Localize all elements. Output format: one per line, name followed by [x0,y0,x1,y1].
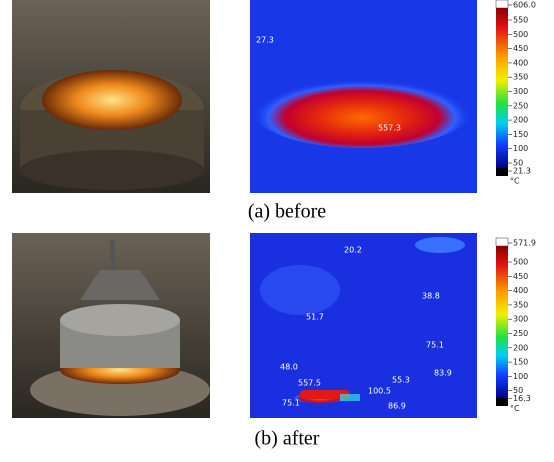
thermal-after: 20.2 38.8 51.7 75.1 48.0 55.3 83.9 100.5… [250,233,477,418]
annotation: 100.5 [368,387,391,396]
colorbar-label: 350 [513,300,528,309]
colorbar-unit: °C [510,177,520,186]
colorbar-label: 300 [513,87,528,96]
caption: (b) after [255,428,320,450]
colorbar-label: 150 [513,130,528,139]
annotation: 75.1 [426,341,444,350]
photo-before [12,0,210,193]
annotation: 86.9 [388,402,406,411]
colorbar-label: 150 [513,358,528,367]
colorbar-label: 100 [513,372,528,381]
annotation: 51.7 [306,313,324,322]
annotation: 557.5 [298,379,321,388]
colorbar-unit: °C [510,404,520,413]
annotation: 557.3 [378,124,401,133]
colorbar-label: 200 [513,116,528,125]
annotation: 38.8 [422,292,440,301]
colorbar-label: 571.9 [513,239,536,248]
colorbar-label: 300 [513,315,528,324]
annotation: 20.2 [344,246,362,255]
colorbar-label: 21.3 [513,167,531,176]
colorbar-label: 500 [513,30,528,39]
annotation: 48.0 [280,363,298,372]
annotation: 75.1 [282,399,300,408]
colorbar-label: 16.3 [513,394,531,403]
colorbar-label: 500 [513,258,528,267]
caption: (a) before [248,201,326,223]
colorbar-label: 100 [513,144,528,153]
colorbar-label: 450 [513,272,528,281]
annotation: 27.3 [256,36,274,45]
figure: 27.3 557.3 606.0 550 500 450 400 350 300 250 200… [0,0,554,462]
colorbar-label: 550 [513,16,528,25]
annotation: 83.9 [434,369,452,378]
thermal-before: 27.3 557.3 [250,0,477,193]
colorbar-label: 400 [513,58,528,67]
colorbar-label: 400 [513,286,528,295]
colorbar-label: 250 [513,329,528,338]
colorbar-label: 250 [513,101,528,110]
colorbar: 606.05505004504003503002502001501005021.… [496,0,536,186]
colorbar-label: 350 [513,73,528,82]
colorbar-label: 200 [513,343,528,352]
photo-after [12,233,210,418]
annotation: 55.3 [392,376,410,385]
colorbar-label: 450 [513,44,528,53]
colorbar-label: 606.0 [513,1,536,10]
